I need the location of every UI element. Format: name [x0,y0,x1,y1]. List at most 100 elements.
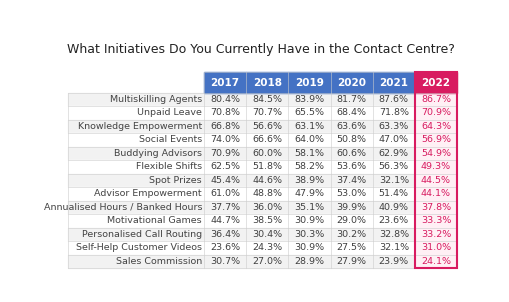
Bar [246,214,288,228]
Text: 40.9%: 40.9% [378,203,408,212]
Text: 36.4%: 36.4% [210,230,240,239]
Text: 32.1%: 32.1% [378,243,408,252]
Text: 61.0%: 61.0% [210,189,240,198]
Bar [204,106,246,120]
Text: 27.5%: 27.5% [336,243,366,252]
Text: 32.1%: 32.1% [378,176,408,185]
Text: 83.9%: 83.9% [294,95,324,104]
Bar [68,106,204,120]
Bar [330,133,372,147]
Bar [330,160,372,174]
Text: Social Events: Social Events [138,136,202,144]
Bar [414,214,456,228]
Bar [414,72,456,268]
Text: 48.8%: 48.8% [252,189,282,198]
Text: 2018: 2018 [252,78,281,88]
Text: 56.3%: 56.3% [378,162,408,172]
Bar [204,93,246,106]
Text: 2020: 2020 [336,78,365,88]
Bar [68,214,204,228]
Text: 30.3%: 30.3% [294,230,324,239]
Text: 33.2%: 33.2% [420,230,450,239]
Bar [288,255,330,268]
Bar [414,228,456,241]
Bar [246,160,288,174]
Bar [204,228,246,241]
Bar [204,133,246,147]
Bar [204,201,246,214]
Bar [372,72,414,93]
Bar [68,147,204,160]
Bar [372,147,414,160]
Bar [414,93,456,106]
Text: 87.6%: 87.6% [378,95,408,104]
Bar [246,133,288,147]
Text: 63.6%: 63.6% [336,122,366,131]
Text: Spot Prizes: Spot Prizes [149,176,202,185]
Text: 44.6%: 44.6% [252,176,282,185]
Text: 56.9%: 56.9% [420,136,450,144]
Text: 24.1%: 24.1% [420,257,450,266]
Text: 44.5%: 44.5% [420,176,450,185]
Bar [414,201,456,214]
Bar [372,255,414,268]
Bar [246,106,288,120]
Text: 62.5%: 62.5% [210,162,240,172]
Bar [372,201,414,214]
Text: Advisor Empowerment: Advisor Empowerment [94,189,202,198]
Text: 30.2%: 30.2% [336,230,366,239]
Bar [68,160,204,174]
Text: 64.3%: 64.3% [420,122,450,131]
Text: 62.9%: 62.9% [378,149,408,158]
Bar [372,133,414,147]
Bar [414,72,456,93]
Text: 70.7%: 70.7% [252,108,282,117]
Bar [288,228,330,241]
Bar [330,120,372,133]
Text: 31.0%: 31.0% [420,243,450,252]
Text: 36.0%: 36.0% [252,203,282,212]
Text: 60.6%: 60.6% [336,149,366,158]
Text: 53.6%: 53.6% [336,162,366,172]
Bar [372,106,414,120]
Text: 30.7%: 30.7% [210,257,240,266]
Text: 71.8%: 71.8% [378,108,408,117]
Text: 60.0%: 60.0% [252,149,282,158]
Bar [414,174,456,187]
Bar [372,228,414,241]
Text: 39.9%: 39.9% [336,203,366,212]
Text: 33.3%: 33.3% [420,216,450,225]
Text: 63.1%: 63.1% [294,122,324,131]
Text: 66.8%: 66.8% [210,122,240,131]
Text: 58.2%: 58.2% [294,162,324,172]
Text: 86.7%: 86.7% [420,95,450,104]
Text: 74.0%: 74.0% [210,136,240,144]
Bar [204,241,246,255]
Text: 70.9%: 70.9% [420,108,450,117]
Text: 24.3%: 24.3% [252,243,282,252]
Text: 58.1%: 58.1% [294,149,324,158]
Bar [246,120,288,133]
Bar [372,241,414,255]
Bar [414,255,456,268]
Bar [372,174,414,187]
Text: 81.7%: 81.7% [336,95,366,104]
Text: 49.3%: 49.3% [420,162,450,172]
Bar [68,93,204,106]
Bar [330,228,372,241]
Bar [288,72,330,93]
Text: 38.9%: 38.9% [294,176,324,185]
Bar [246,147,288,160]
Bar [204,174,246,187]
Bar [288,93,330,106]
Bar [68,187,204,201]
Text: 28.9%: 28.9% [294,257,324,266]
Text: 44.7%: 44.7% [210,216,240,225]
Bar [246,72,288,93]
Bar [288,160,330,174]
Text: 38.5%: 38.5% [252,216,282,225]
Bar [372,187,414,201]
Bar [68,120,204,133]
Bar [330,93,372,106]
Bar [68,133,204,147]
